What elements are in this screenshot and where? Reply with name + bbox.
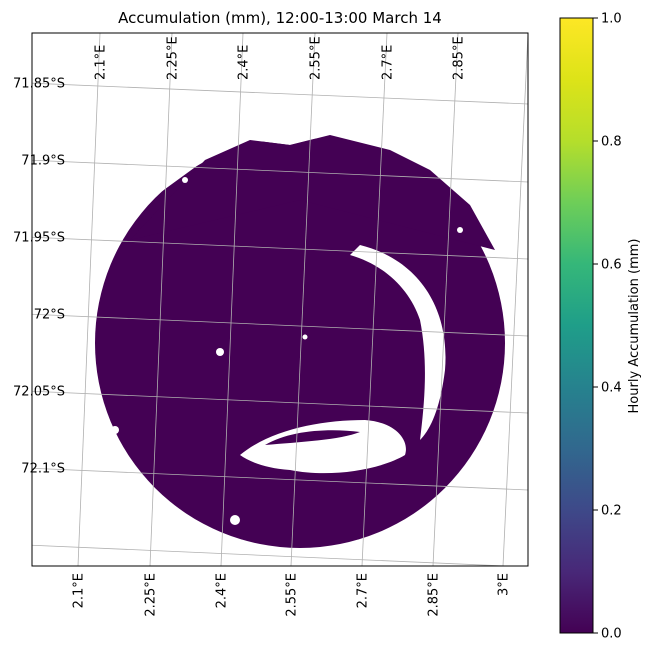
top-longitude-ticks: 2.1°E 2.25°E 2.4°E 2.55°E 2.7°E 2.85°E xyxy=(94,36,467,80)
no-data-speckle xyxy=(457,227,463,233)
accumulation-field xyxy=(32,33,528,548)
longitude-gridline xyxy=(290,33,316,566)
colorbar-tick-label: 0.0 xyxy=(601,627,622,642)
lat-tick-label: 72.1°S xyxy=(21,462,65,477)
latitude-gridline xyxy=(32,313,528,337)
lon-tick-label-bottom: 2.4°E xyxy=(215,573,230,608)
lon-tick-label-top: 2.1°E xyxy=(94,45,109,80)
lon-tick-label-bottom: 2.55°E xyxy=(285,573,300,617)
coverage-top-edge xyxy=(130,135,495,250)
colorbar: 0.0 0.2 0.4 0.6 0.8 1.0 Hourly Accumulation (… xyxy=(559,12,642,642)
colorbar-tick-label: 0.2 xyxy=(601,504,622,519)
colorbar-gradient xyxy=(559,17,594,634)
colorbar-tick-label: 0.8 xyxy=(601,135,622,150)
lon-tick-label-bottom: 2.7°E xyxy=(356,573,371,608)
no-data-speckle xyxy=(111,426,119,434)
lat-tick-label: 72.05°S xyxy=(13,385,65,400)
latitude-gridline xyxy=(32,544,515,566)
lon-tick-label-top: 2.55°E xyxy=(309,36,324,80)
colorbar-label: Hourly Accumulation (mm) xyxy=(627,239,642,414)
latitude-gridline xyxy=(32,236,528,260)
lon-tick-label-top: 2.4°E xyxy=(237,45,252,80)
lon-tick-label-bottom: 2.85°E xyxy=(427,573,442,617)
colorbar-tick-label: 1.0 xyxy=(601,12,622,27)
colorbar-ticks: 0.0 0.2 0.4 0.6 0.8 1.0 xyxy=(593,12,622,642)
latitude-ticks: 71.85°S 71.9°S 71.95°S 72°S 72.05°S 72.1°S xyxy=(13,77,65,477)
map-frame xyxy=(31,32,529,567)
longitude-gridline xyxy=(220,33,244,566)
no-data-speckle xyxy=(302,334,308,340)
lon-tick-label-bottom: 2.1°E xyxy=(72,573,87,608)
lat-tick-label: 71.85°S xyxy=(13,77,65,92)
latitude-gridline xyxy=(32,159,528,183)
no-data-speckle xyxy=(216,348,224,356)
bottom-longitude-ticks: 2.1°E 2.25°E 2.4°E 2.55°E 2.7°E 2.85°E 3°E xyxy=(72,573,512,617)
longitude-gridline xyxy=(432,33,459,566)
longitude-gridline xyxy=(502,33,528,566)
chart-title: Accumulation (mm), 12:00-13:00 March 14 xyxy=(118,9,442,27)
colorbar-tick-label: 0.6 xyxy=(601,258,622,273)
no-data-arc-right xyxy=(350,245,446,440)
longitude-gridline xyxy=(149,33,173,566)
latitude-gridline xyxy=(32,390,528,414)
lon-tick-label-bottom: 3°E xyxy=(497,573,512,596)
lon-tick-label-top: 2.7°E xyxy=(381,45,396,80)
radar-map xyxy=(32,33,528,566)
latitude-gridline xyxy=(32,82,528,105)
lat-tick-label: 71.9°S xyxy=(21,154,65,169)
longitude-gridline xyxy=(361,33,388,566)
lon-tick-label-bottom: 2.25°E xyxy=(144,573,159,617)
longitude-gridline xyxy=(77,33,101,566)
graticule xyxy=(32,33,528,566)
coverage-crescent-core xyxy=(265,430,360,445)
no-data-speckle xyxy=(230,515,240,525)
lon-tick-label-top: 2.85°E xyxy=(452,36,467,80)
lat-tick-label: 71.95°S xyxy=(13,231,65,246)
lon-tick-label-top: 2.25°E xyxy=(166,36,181,80)
no-data-crescent-bottom xyxy=(240,420,406,474)
lat-tick-label: 72°S xyxy=(34,308,65,323)
no-data-speckle xyxy=(182,177,188,183)
colorbar-tick-label: 0.4 xyxy=(601,381,622,396)
latitude-gridline xyxy=(32,467,528,491)
